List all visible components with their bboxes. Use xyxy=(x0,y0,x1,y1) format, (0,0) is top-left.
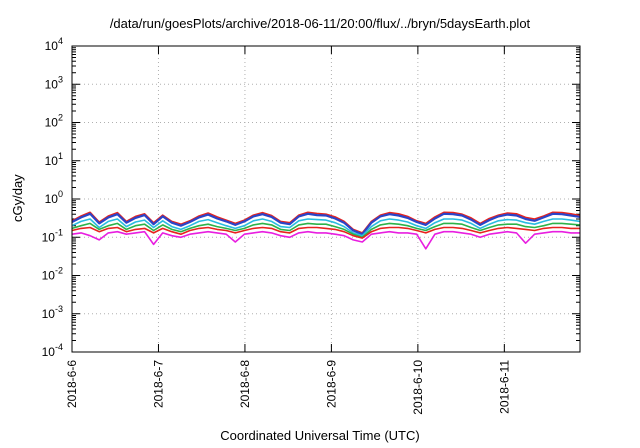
x-tick-label: 2018-6-7 xyxy=(151,360,165,408)
x-tick-label: 2018-6-8 xyxy=(238,360,252,408)
series-line-4 xyxy=(71,222,581,239)
series-line-5 xyxy=(71,226,580,239)
y-tick-label: 10-1 xyxy=(42,227,63,244)
y-tick-label: 100 xyxy=(45,189,63,206)
y-tick-label: 10-3 xyxy=(42,304,63,321)
x-tick-label: 2018-6-6 xyxy=(65,360,79,408)
series-line-3 xyxy=(71,218,581,237)
series-line-2 xyxy=(71,212,581,236)
series-line-6 xyxy=(71,230,580,250)
chart-title: /data/run/goesPlots/archive/2018-06-11/2… xyxy=(109,16,531,31)
x-axis-label: Coordinated Universal Time (UTC) xyxy=(220,428,420,443)
y-tick-label: 10-4 xyxy=(42,342,63,359)
y-tick-label: 102 xyxy=(45,113,63,130)
x-tick-label: 2018-6-9 xyxy=(324,360,338,408)
y-tick-label: 104 xyxy=(45,36,63,53)
y-tick-label: 101 xyxy=(45,151,63,168)
plot-frame xyxy=(71,45,581,353)
y-tick-label: 103 xyxy=(45,74,63,91)
y-tick-label: 10-2 xyxy=(42,266,63,283)
x-tick-label: 2018-6-10 xyxy=(411,360,425,415)
x-tick-label: 2018-6-11 xyxy=(497,360,511,414)
